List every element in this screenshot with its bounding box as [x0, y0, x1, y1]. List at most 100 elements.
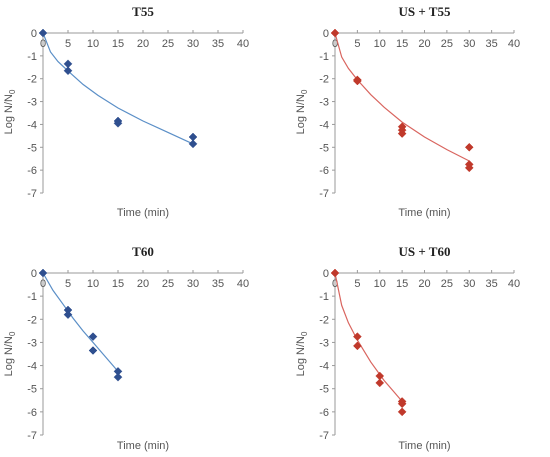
y-tick-label: -5: [27, 142, 37, 154]
data-point: [397, 407, 407, 417]
data-point: [330, 268, 340, 278]
y-tick-label: -6: [27, 165, 37, 177]
y-axis-label: Log N/N0: [295, 331, 309, 376]
y-tick-label: -4: [27, 361, 37, 373]
x-tick-label: 40: [237, 278, 249, 290]
fit-curve: [42, 32, 194, 145]
x-tick-label: 15: [112, 278, 124, 290]
x-tick-label: 5: [354, 38, 360, 50]
x-tick-label: 40: [237, 38, 249, 50]
x-tick-label: 35: [212, 278, 224, 290]
y-tick-label: -5: [27, 384, 37, 396]
y-tick-label: -1: [319, 51, 329, 63]
data-point: [38, 268, 48, 278]
x-axis-label: Time (min): [117, 440, 169, 452]
y-axis-label: Log N/N0: [3, 89, 17, 134]
chart-title: T55: [132, 4, 154, 19]
data-point: [113, 118, 123, 128]
x-tick-label: 35: [212, 38, 224, 50]
x-tick-label: 40: [508, 38, 520, 50]
y-tick-label: -3: [27, 97, 37, 109]
data-point: [330, 28, 340, 38]
data-point: [88, 332, 98, 341]
x-tick-label: 30: [463, 278, 475, 290]
x-axis-label: Time (min): [117, 207, 169, 219]
y-tick-label: -1: [27, 291, 37, 303]
y-tick-label: -2: [319, 74, 329, 86]
data-point: [353, 76, 362, 86]
y-tick-label: -6: [319, 407, 329, 419]
x-tick-label: 30: [187, 278, 199, 290]
data-point: [113, 372, 123, 382]
y-tick-label: -2: [27, 314, 37, 326]
y-tick-label: -5: [319, 384, 329, 396]
x-tick-label: 10: [374, 278, 386, 290]
x-tick-label: 20: [418, 278, 430, 290]
x-tick-label: 30: [463, 38, 475, 50]
x-tick-label: 0: [332, 278, 338, 290]
y-tick-label: -3: [27, 337, 37, 349]
y-axis-label: Log N/N0: [295, 89, 309, 134]
data-point: [353, 341, 362, 351]
y-tick-label: -4: [27, 119, 37, 131]
x-tick-label: 10: [87, 38, 99, 50]
data-point: [353, 332, 362, 341]
y-tick-label: -5: [319, 142, 329, 154]
data-point: [375, 378, 385, 388]
chart-title: US + T60: [399, 244, 451, 259]
x-tick-label: 35: [486, 278, 498, 290]
x-tick-label: 35: [486, 38, 498, 50]
x-axis-label: Time (min): [398, 207, 450, 219]
y-tick-label: -7: [319, 188, 329, 200]
y-tick-label: 0: [31, 28, 37, 40]
x-tick-label: 15: [396, 38, 408, 50]
x-tick-label: 40: [508, 278, 520, 290]
y-tick-label: -4: [319, 361, 329, 373]
y-tick-label: -7: [27, 188, 37, 200]
x-tick-label: 5: [65, 38, 71, 50]
y-tick-label: 0: [323, 28, 329, 40]
x-tick-label: 5: [354, 278, 360, 290]
x-tick-label: 25: [162, 38, 174, 50]
fit-curve: [42, 272, 119, 372]
y-tick-label: -1: [27, 51, 37, 63]
data-point: [63, 66, 73, 76]
x-tick-label: 15: [396, 278, 408, 290]
data-point: [38, 28, 48, 38]
y-tick-label: -2: [27, 74, 37, 86]
x-axis-label: Time (min): [398, 440, 450, 452]
y-tick-label: 0: [323, 268, 329, 280]
y-tick-label: -7: [27, 430, 37, 442]
y-tick-label: 0: [31, 268, 37, 280]
x-tick-label: 5: [65, 278, 71, 290]
fit-curve: [334, 272, 403, 402]
data-point: [188, 139, 198, 149]
fit-curve: [334, 32, 470, 162]
x-tick-label: 10: [87, 278, 99, 290]
y-axis-label: Log N/N0: [3, 331, 17, 376]
x-tick-label: 20: [418, 38, 430, 50]
y-tick-label: -3: [319, 337, 329, 349]
y-tick-label: -6: [27, 407, 37, 419]
x-tick-label: 0: [40, 38, 46, 50]
data-point: [397, 129, 407, 138]
data-point: [63, 310, 73, 320]
y-tick-label: -6: [319, 165, 329, 177]
x-tick-label: 30: [187, 38, 199, 50]
y-tick-label: -1: [319, 291, 329, 303]
data-point: [464, 163, 474, 173]
x-tick-label: 0: [40, 278, 46, 290]
chart-title: T60: [132, 244, 154, 259]
data-point: [88, 346, 98, 355]
x-tick-label: 25: [441, 278, 453, 290]
y-tick-label: -7: [319, 430, 329, 442]
x-tick-label: 10: [374, 38, 386, 50]
y-tick-label: -3: [319, 97, 329, 109]
x-tick-label: 0: [332, 38, 338, 50]
x-tick-label: 25: [162, 278, 174, 290]
chart-title: US + T55: [399, 4, 451, 19]
